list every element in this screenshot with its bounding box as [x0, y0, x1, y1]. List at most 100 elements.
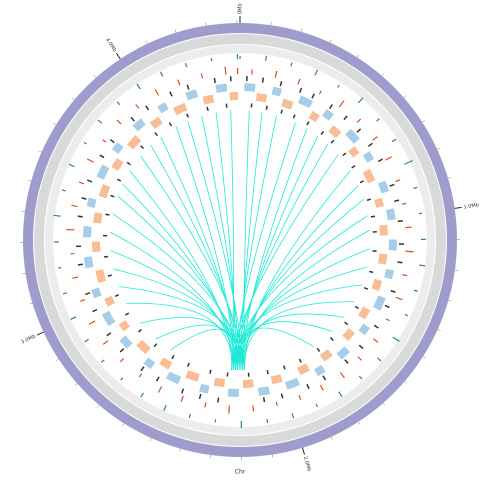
- feature-block: [322, 109, 334, 121]
- minor-tick: [437, 148, 440, 149]
- histogram-bar: [84, 339, 88, 342]
- feature-mark: [210, 370, 211, 374]
- histogram-bar: [54, 215, 61, 216]
- histogram-bar: [358, 357, 362, 361]
- feature-block: [202, 95, 214, 105]
- feature-block: [229, 92, 238, 100]
- feature-mark: [368, 143, 372, 146]
- histogram-bar: [136, 104, 139, 108]
- feature-block: [136, 340, 150, 354]
- feature-mark: [357, 129, 361, 132]
- histogram-bar: [155, 89, 158, 95]
- minor-tick: [448, 177, 451, 178]
- feature-mark: [281, 394, 282, 399]
- histogram-bar: [373, 137, 378, 141]
- chromosome-label: Chr: [235, 469, 246, 476]
- histogram-bar: [405, 314, 408, 315]
- histogram-bar: [377, 119, 380, 122]
- histogram-bar: [87, 159, 93, 162]
- tick-label: 3.0Mb: [20, 334, 37, 346]
- feature-block: [358, 323, 370, 335]
- feature-mark: [141, 146, 144, 149]
- histogram-bar: [141, 393, 144, 397]
- minor-tick: [423, 356, 426, 358]
- feature-mark: [343, 153, 346, 156]
- minor-tick: [146, 41, 147, 44]
- histogram-bar: [386, 157, 392, 160]
- feature-mark: [323, 376, 326, 380]
- feature-block: [378, 253, 387, 264]
- feature-block: [373, 295, 386, 310]
- feature-mark: [110, 195, 114, 196]
- link: [245, 171, 351, 370]
- feature-block: [199, 384, 209, 394]
- link: [232, 155, 338, 370]
- feature-mark: [187, 114, 189, 118]
- feature-mark: [267, 370, 268, 374]
- histogram-bar: [396, 297, 403, 299]
- feature-block: [127, 135, 141, 149]
- feature-block: [389, 239, 397, 250]
- feature-block: [111, 158, 123, 171]
- histogram-bar: [137, 84, 140, 89]
- feature-mark: [390, 184, 395, 186]
- histogram-bar: [229, 406, 230, 414]
- feature-mark: [172, 355, 174, 358]
- minor-tick: [331, 437, 332, 440]
- feature-block: [112, 142, 124, 154]
- feature-mark: [371, 216, 375, 217]
- feature-mark: [391, 291, 396, 293]
- histogram-bar: [117, 120, 121, 124]
- histogram-bar: [201, 73, 202, 78]
- minor-tick: [438, 329, 441, 330]
- minor-tick: [383, 403, 385, 405]
- feature-block: [363, 169, 376, 184]
- feature-mark: [187, 85, 189, 90]
- feature-mark: [352, 166, 355, 168]
- histogram-bar: [319, 91, 321, 95]
- feature-mark: [355, 307, 358, 309]
- feature-mark: [170, 92, 172, 97]
- feature-mark: [378, 159, 382, 161]
- feature-mark: [188, 363, 190, 367]
- histogram-bar: [299, 395, 301, 400]
- feature-mark: [108, 275, 112, 276]
- feature-mark: [125, 313, 128, 315]
- feature-mark: [398, 221, 403, 222]
- tick-label: 2.0Mb: [302, 456, 312, 473]
- feature-block: [256, 93, 267, 102]
- feature-block: [166, 371, 181, 384]
- feature-block: [83, 226, 92, 237]
- histogram-bar: [80, 300, 85, 302]
- histogram-bar: [117, 102, 120, 105]
- histogram-bar: [120, 358, 124, 362]
- feature-block: [363, 151, 374, 163]
- minor-tick: [97, 405, 99, 407]
- minor-tick: [72, 98, 74, 100]
- feature-mark: [131, 117, 134, 121]
- feature-mark: [78, 216, 83, 217]
- histogram-bar: [98, 120, 102, 123]
- minor-tick: [330, 40, 331, 43]
- feature-block: [272, 87, 282, 97]
- histogram-bar: [406, 251, 414, 252]
- histogram-bar: [160, 72, 162, 77]
- minor-tick: [175, 30, 176, 33]
- feature-block: [228, 389, 239, 397]
- feature-block: [298, 95, 313, 108]
- inner-grey-ring: [49, 49, 431, 431]
- feature-block: [309, 111, 320, 122]
- feature-block: [386, 208, 396, 220]
- feature-block: [173, 103, 188, 115]
- feature-block: [337, 346, 350, 359]
- feature-mark: [169, 123, 171, 126]
- feature-block: [379, 225, 388, 236]
- feature-block: [119, 320, 130, 331]
- feature-block: [328, 125, 341, 138]
- histogram-bar: [69, 164, 74, 166]
- minor-tick: [180, 449, 181, 452]
- minor-tick: [30, 303, 33, 304]
- feature-mark: [266, 106, 267, 110]
- histogram-bar: [292, 413, 293, 418]
- link: [127, 303, 232, 370]
